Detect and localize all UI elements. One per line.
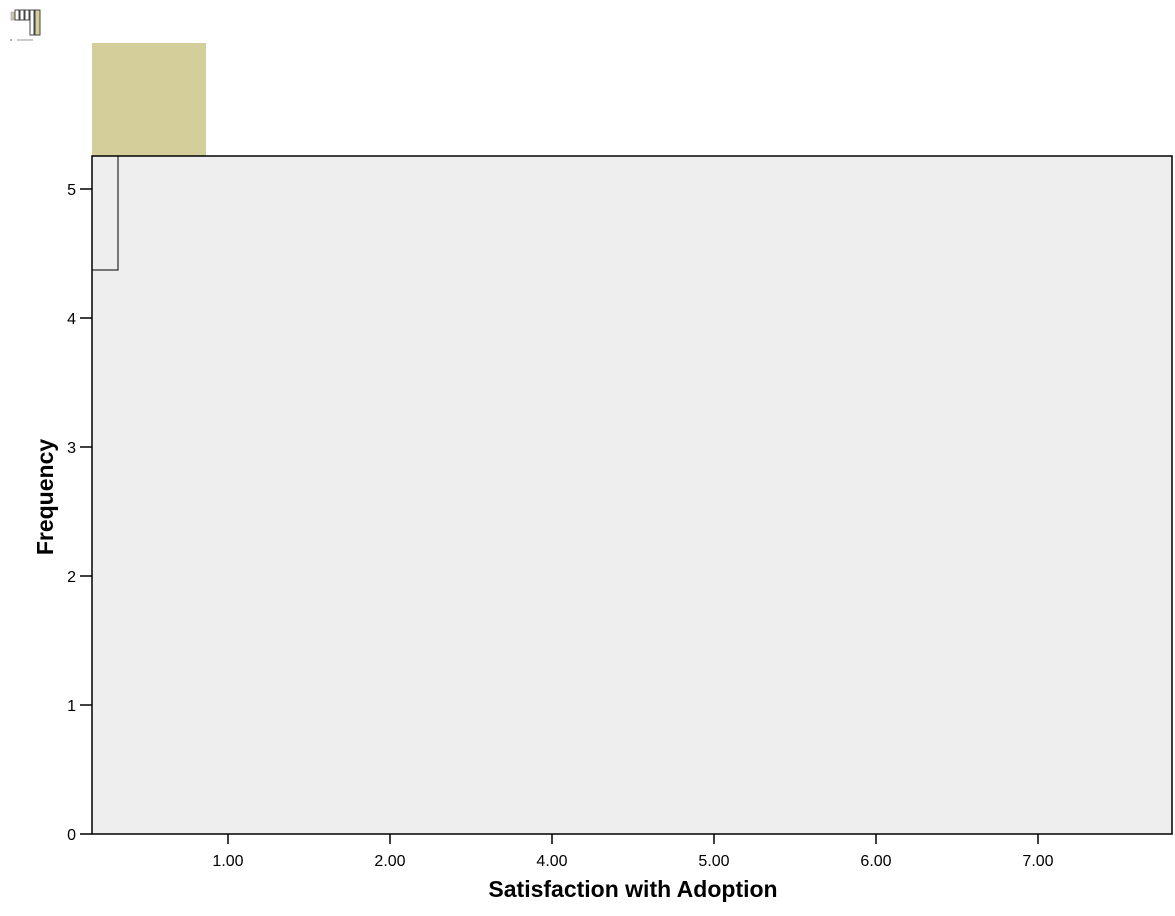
x-tick-label: 2.00 — [374, 853, 405, 870]
x-tick-label: 6.00 — [860, 853, 891, 870]
y-axis-title: Frequency — [32, 439, 58, 556]
x-tick-label: 5.00 — [698, 853, 729, 870]
y-tick-label: 2 — [67, 569, 76, 586]
y-tick-label: 5 — [67, 182, 76, 199]
y-axis: 0 1 2 3 4 5 — [67, 182, 92, 844]
x-tick-label: 1.00 — [212, 853, 243, 870]
small-bar — [91, 155, 119, 271]
y-tick-label: 3 — [67, 440, 76, 457]
y-tick-label: 1 — [67, 698, 76, 715]
plot-area — [91, 155, 1173, 835]
y-tick-label: 4 — [67, 311, 76, 328]
x-axis-title: Satisfaction with Adoption — [488, 876, 777, 902]
x-axis: 1.00 2.00 4.00 5.00 6.00 7.00 — [212, 834, 1054, 870]
overflow-bar — [92, 43, 206, 156]
chart-type-icon — [10, 9, 41, 41]
x-tick-label: 7.00 — [1022, 853, 1053, 870]
x-tick-label: 4.00 — [536, 853, 567, 870]
y-tick-label: 0 — [67, 827, 76, 844]
